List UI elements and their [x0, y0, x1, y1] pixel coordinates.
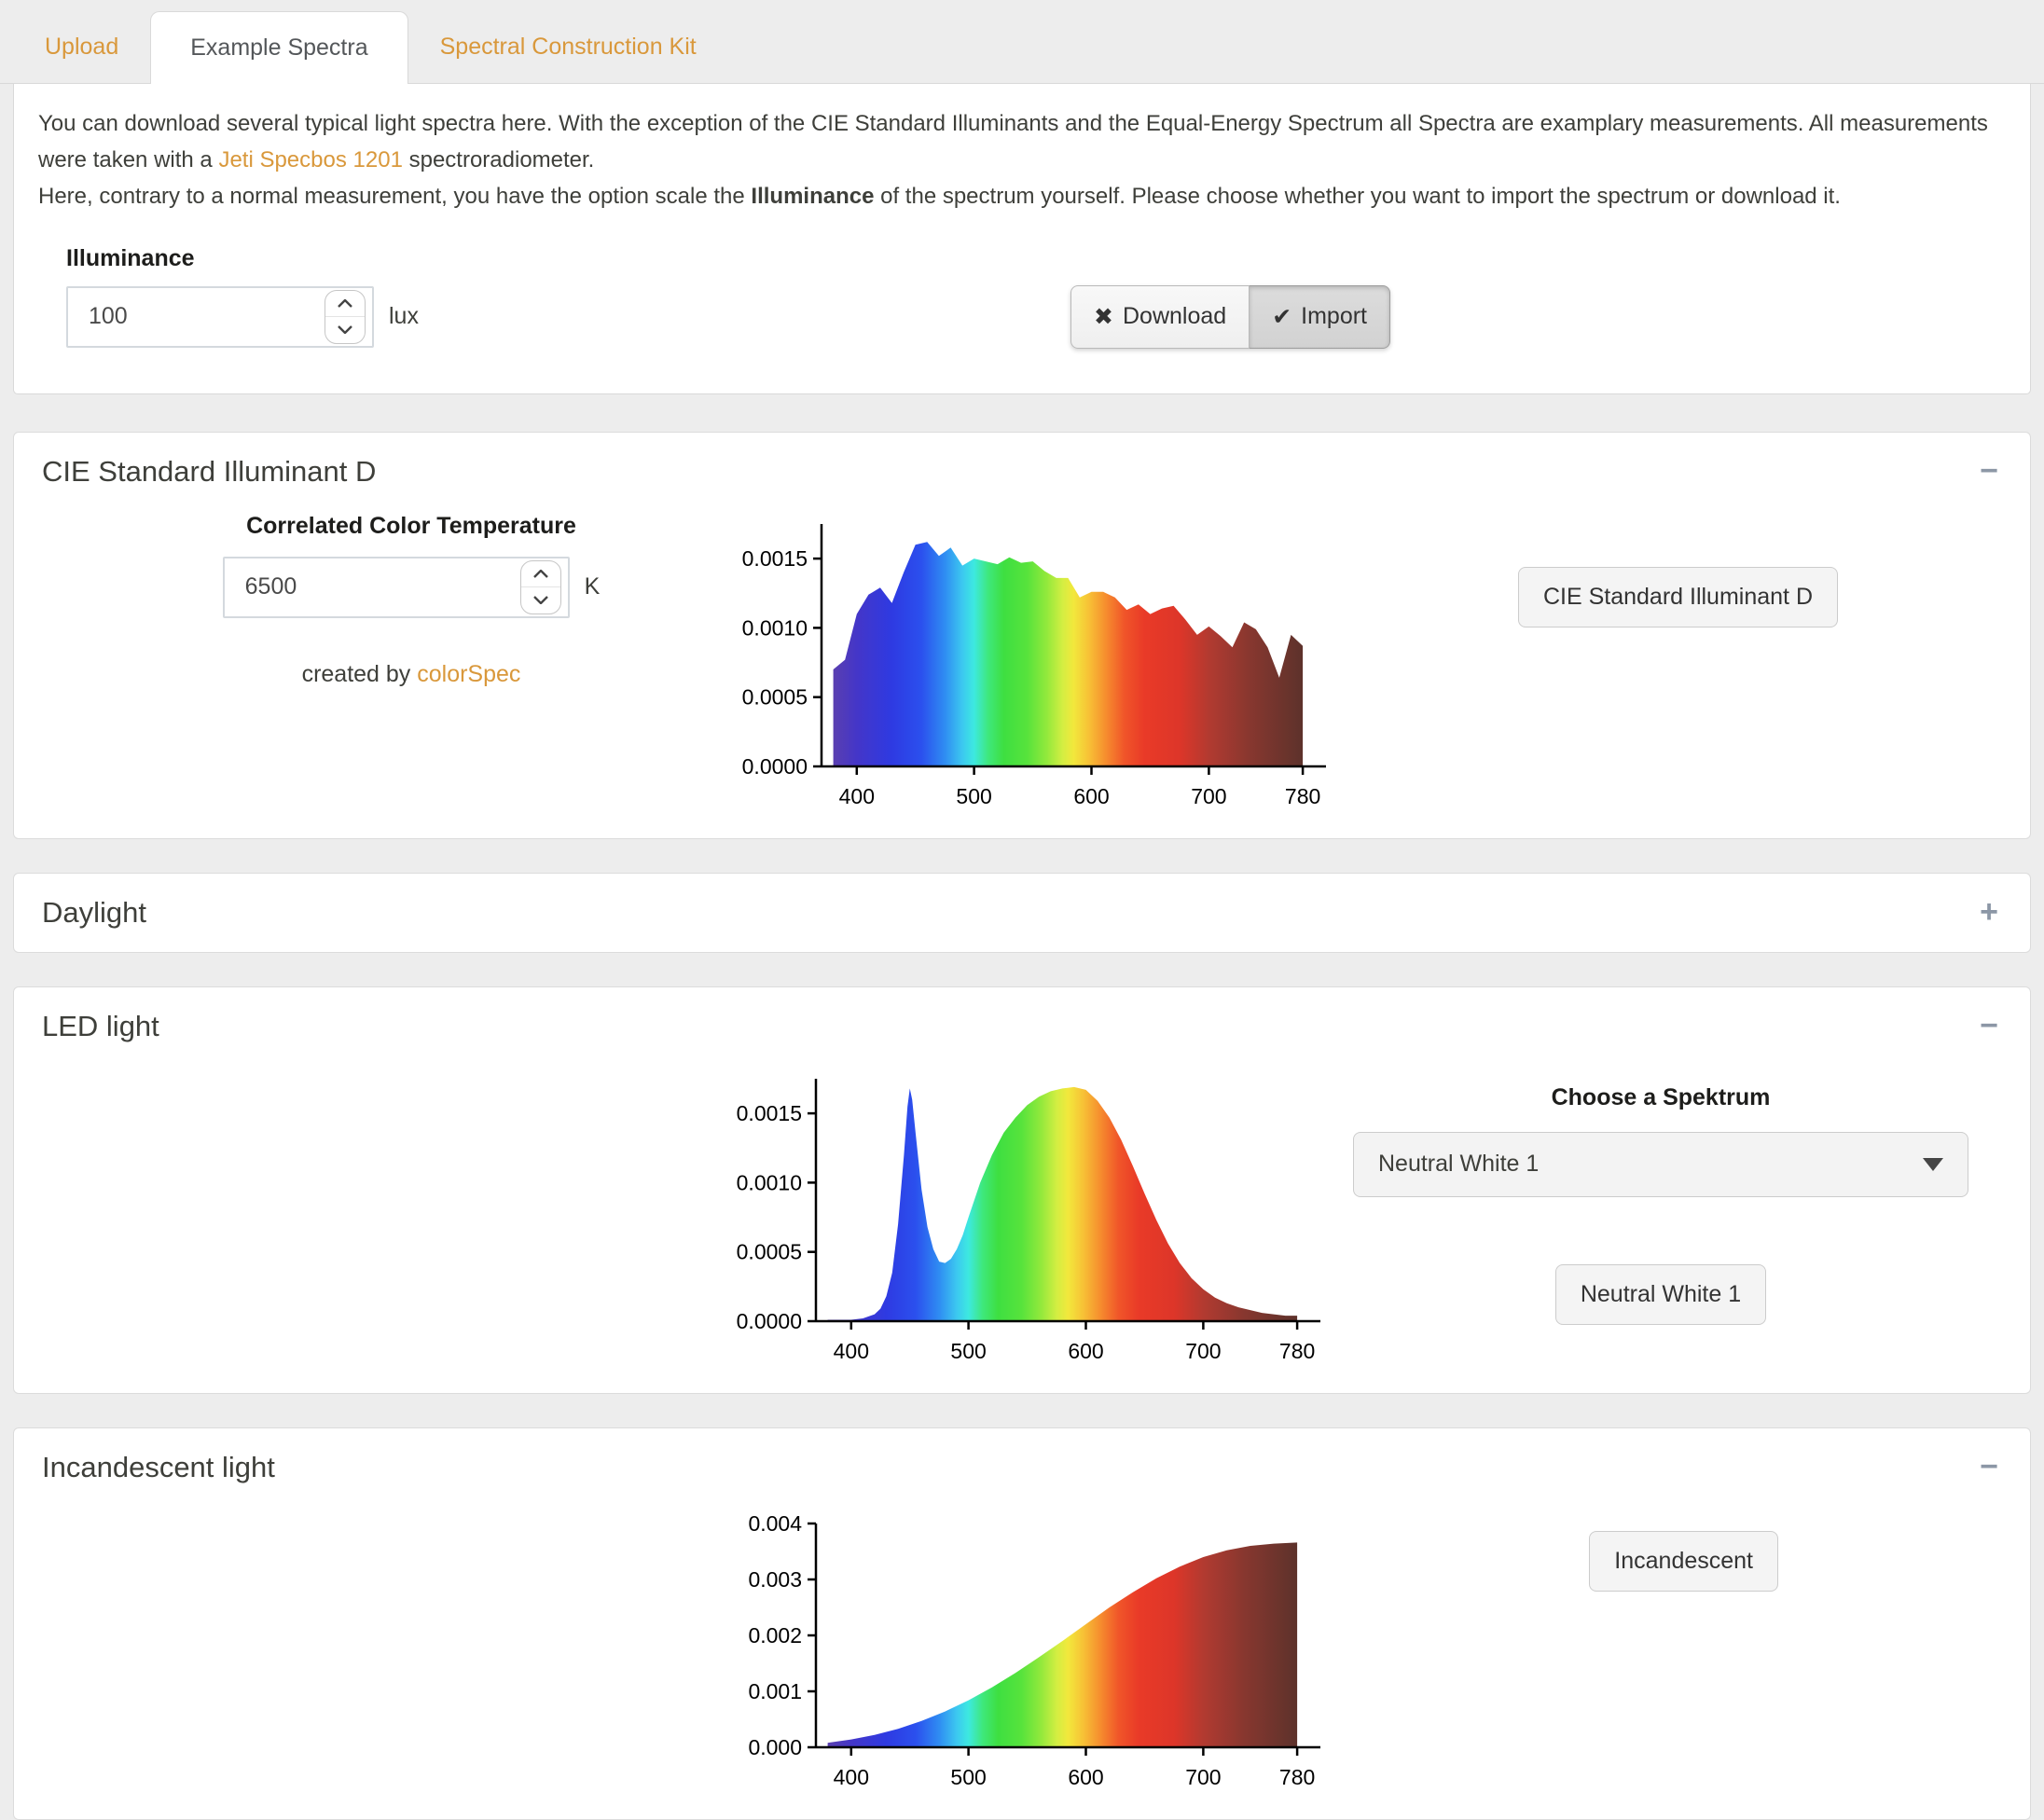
svg-text:0.0005: 0.0005	[742, 684, 808, 709]
svg-text:600: 600	[1073, 784, 1109, 808]
intro-p2-bold: Illuminance	[751, 183, 875, 209]
expand-plus-icon[interactable]: +	[1980, 894, 1998, 931]
svg-text:500: 500	[956, 784, 991, 808]
svg-text:0.002: 0.002	[748, 1623, 802, 1648]
svg-text:780: 780	[1279, 1339, 1315, 1363]
svg-text:500: 500	[950, 1339, 986, 1363]
colorspec-credit: created by colorSpec	[302, 661, 521, 688]
choose-spektrum-label: Choose a Spektrum	[1551, 1083, 1771, 1110]
cct-unit: K	[584, 573, 601, 600]
tab-spectral-construction-kit[interactable]: Spectral Construction Kit	[439, 34, 697, 60]
x-icon: ✖	[1094, 303, 1113, 330]
panel-cie-title: CIE Standard Illuminant D	[42, 454, 377, 488]
svg-text:700: 700	[1185, 1765, 1221, 1789]
credit-prefix: created by	[301, 660, 418, 687]
example-spectra-pane: You can download several typical light s…	[13, 84, 2031, 394]
svg-text:700: 700	[1185, 1339, 1221, 1363]
import-button[interactable]: ✔ Import	[1250, 284, 1390, 349]
tab-bar: Upload Example Spectra Spectral Construc…	[0, 0, 2044, 84]
svg-text:400: 400	[834, 1339, 869, 1363]
intro-p2-after: of the spectrum yourself. Please choose …	[874, 183, 1841, 209]
svg-text:400: 400	[834, 1765, 869, 1789]
intro-p1-after: spectroradiometer.	[402, 146, 595, 172]
spinner-up-icon[interactable]	[521, 561, 560, 587]
intro-text: You can download several typical light s…	[38, 106, 2006, 215]
intro-paragraph-2: Here, contrary to a normal measurement, …	[38, 179, 2006, 215]
spinner-down-icon[interactable]	[520, 586, 560, 614]
svg-text:780: 780	[1279, 1765, 1315, 1789]
spinner-up-icon[interactable]	[325, 291, 365, 317]
spektrum-select[interactable]: Neutral White 1	[1353, 1131, 1968, 1197]
led-spectrum-chart: 400 500 600 700 780 0.0000 0.0005 0.0010 0.0015	[723, 1068, 1338, 1371]
svg-text:0.003: 0.003	[748, 1567, 802, 1592]
svg-text:0.0015: 0.0015	[742, 546, 808, 571]
panel-daylight: Daylight +	[13, 872, 2031, 953]
panel-incandescent-title: Incandescent light	[42, 1450, 275, 1483]
intro-paragraph-1: You can download several typical light s…	[38, 106, 2006, 179]
svg-text:0.0000: 0.0000	[737, 1309, 802, 1333]
illuminance-input[interactable]	[66, 285, 374, 348]
collapse-minus-icon[interactable]: −	[1980, 453, 1998, 489]
panel-cie-standard-illuminant-d: CIE Standard Illuminant D − Correlated C…	[13, 431, 2031, 839]
svg-text:0.0000: 0.0000	[742, 754, 808, 779]
svg-text:0.0015: 0.0015	[737, 1101, 802, 1125]
svg-text:600: 600	[1068, 1765, 1103, 1789]
svg-text:0.000: 0.000	[748, 1735, 802, 1759]
cct-spinner[interactable]	[519, 559, 561, 614]
panel-led-light: LED light − 400 500 600 700 780 0.0000 0.0005 0…	[13, 986, 2031, 1394]
svg-text:400: 400	[839, 784, 875, 808]
cct-label: Correlated Color Temperature	[246, 512, 576, 539]
svg-text:780: 780	[1285, 784, 1320, 808]
panel-incandescent-light: Incandescent light − 400 500 600 700 780 0.00…	[13, 1427, 2031, 1820]
svg-text:500: 500	[950, 1765, 986, 1789]
panel-led-title: LED light	[42, 1009, 159, 1042]
svg-text:0.0010: 0.0010	[742, 615, 808, 640]
incandescent-button[interactable]: Incandescent	[1589, 1530, 1778, 1592]
tab-upload[interactable]: Upload	[45, 34, 119, 60]
spektrum-select-value: Neutral White 1	[1378, 1151, 1540, 1178]
illuminance-spinner[interactable]	[325, 289, 366, 344]
collapse-minus-icon[interactable]: −	[1980, 1008, 1998, 1044]
svg-text:700: 700	[1191, 784, 1226, 808]
collapse-minus-icon[interactable]: −	[1980, 1449, 1998, 1485]
tab-example-spectra[interactable]: Example Spectra	[150, 11, 408, 84]
illuminance-unit: lux	[389, 303, 419, 330]
chevron-down-icon	[1923, 1157, 1943, 1171]
svg-text:0.001: 0.001	[748, 1679, 802, 1703]
svg-text:0.004: 0.004	[748, 1512, 802, 1536]
download-button-label: Download	[1123, 303, 1227, 330]
neutral-white-1-button[interactable]: Neutral White 1	[1554, 1263, 1767, 1325]
cct-input[interactable]	[222, 556, 570, 618]
svg-text:0.0010: 0.0010	[737, 1170, 802, 1194]
illuminance-label: Illuminance	[66, 244, 195, 271]
cie-spectrum-chart: 400 500 600 700 780 0.0000 0.0005 0.0010 0.0015	[728, 513, 1344, 816]
colorspec-link[interactable]: colorSpec	[417, 660, 521, 687]
svg-text:0.0005: 0.0005	[737, 1239, 802, 1263]
spinner-down-icon[interactable]	[325, 316, 365, 343]
intro-p2-before: Here, contrary to a normal measurement, …	[38, 183, 752, 209]
check-icon: ✔	[1272, 303, 1292, 330]
import-button-label: Import	[1301, 303, 1367, 330]
download-button[interactable]: ✖ Download	[1070, 284, 1250, 349]
panel-daylight-title: Daylight	[42, 895, 146, 929]
svg-text:600: 600	[1068, 1339, 1103, 1363]
intro-p1-before: You can download several typical light s…	[38, 111, 1988, 172]
cie-standard-illuminant-d-button[interactable]: CIE Standard Illuminant D	[1517, 566, 1838, 627]
download-import-group: ✖ Download ✔ Import	[1070, 284, 1390, 349]
jeti-specbos-link[interactable]: Jeti Specbos 1201	[218, 146, 403, 172]
incandescent-spectrum-chart: 400 500 600 700 780 0.000 0.001 0.002 0.003 0.004	[723, 1511, 1338, 1797]
